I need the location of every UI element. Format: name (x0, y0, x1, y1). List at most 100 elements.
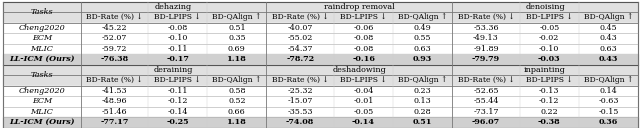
Text: -59.72: -59.72 (102, 45, 127, 53)
Text: deraining: deraining (154, 66, 193, 74)
Bar (3, 117, 638, 127)
Text: -54.37: -54.37 (287, 45, 313, 53)
Text: -0.14: -0.14 (168, 108, 188, 116)
Text: -78.72: -78.72 (286, 55, 314, 63)
Text: -0.08: -0.08 (353, 34, 374, 42)
Text: Tasks: Tasks (31, 71, 53, 79)
Text: 0.28: 0.28 (414, 108, 431, 116)
Bar (3, 54, 638, 65)
Text: ECM: ECM (32, 34, 52, 42)
Text: 0.14: 0.14 (600, 87, 618, 95)
Text: -79.79: -79.79 (472, 55, 500, 63)
Text: 0.63: 0.63 (413, 45, 431, 53)
Text: -53.36: -53.36 (473, 24, 499, 32)
Text: LL-ICM (Ours): LL-ICM (Ours) (9, 118, 75, 126)
Text: BD-LPIPS ↓: BD-LPIPS ↓ (526, 76, 573, 84)
Text: -0.05: -0.05 (353, 108, 374, 116)
Text: -0.03: -0.03 (538, 55, 561, 63)
Text: 0.51: 0.51 (228, 24, 246, 32)
Text: raindrop removal: raindrop removal (324, 3, 395, 11)
Text: BD-Rate (%) ↓: BD-Rate (%) ↓ (86, 13, 143, 21)
Text: inpainting: inpainting (524, 66, 566, 74)
Text: -48.96: -48.96 (102, 97, 127, 105)
Text: 0.43: 0.43 (599, 55, 618, 63)
Text: -52.65: -52.65 (473, 87, 499, 95)
Text: -0.11: -0.11 (168, 45, 188, 53)
Bar (3, 44, 638, 54)
Text: 0.69: 0.69 (228, 45, 246, 53)
Text: -51.46: -51.46 (102, 108, 127, 116)
Text: -0.15: -0.15 (598, 108, 619, 116)
Text: 0.13: 0.13 (413, 97, 431, 105)
Text: BD-Rate (%) ↓: BD-Rate (%) ↓ (272, 76, 328, 84)
Text: 0.93: 0.93 (413, 55, 432, 63)
Text: 1.18: 1.18 (227, 118, 246, 126)
Text: 0.52: 0.52 (228, 97, 246, 105)
Text: -0.08: -0.08 (168, 24, 188, 32)
Text: BD-Rate (%) ↓: BD-Rate (%) ↓ (458, 76, 515, 84)
Text: -0.16: -0.16 (352, 55, 375, 63)
Text: 0.36: 0.36 (599, 118, 618, 126)
Text: -0.10: -0.10 (539, 45, 559, 53)
Bar (266, 12, 452, 23)
Text: 0.43: 0.43 (600, 34, 618, 42)
Text: Tasks: Tasks (31, 8, 53, 16)
Text: -0.63: -0.63 (598, 97, 619, 105)
Bar (3, 96, 638, 106)
Text: -0.12: -0.12 (168, 97, 188, 105)
Text: Cheng2020: Cheng2020 (19, 87, 65, 95)
Text: -55.44: -55.44 (473, 97, 499, 105)
Bar (3, 23, 638, 33)
Text: -52.07: -52.07 (102, 34, 127, 42)
Text: -74.08: -74.08 (286, 118, 314, 126)
Text: -91.89: -91.89 (473, 45, 499, 53)
Text: BD-LPIPS ↓: BD-LPIPS ↓ (154, 13, 201, 21)
Text: -0.13: -0.13 (539, 87, 559, 95)
Text: -0.05: -0.05 (539, 24, 559, 32)
Text: -15.07: -15.07 (287, 97, 313, 105)
Text: LL-ICM (Ours): LL-ICM (Ours) (9, 55, 75, 63)
Text: BD-QAlign ↑: BD-QAlign ↑ (398, 13, 447, 21)
Bar (266, 65, 452, 75)
Bar (3, 106, 638, 117)
Text: -0.08: -0.08 (353, 45, 374, 53)
Bar (266, 75, 452, 86)
Text: -25.32: -25.32 (287, 87, 313, 95)
Text: 0.66: 0.66 (228, 108, 246, 116)
Text: -76.38: -76.38 (100, 55, 129, 63)
Text: BD-Rate (%) ↓: BD-Rate (%) ↓ (86, 76, 143, 84)
Text: -0.01: -0.01 (353, 97, 374, 105)
Text: -0.06: -0.06 (353, 24, 374, 32)
Bar (452, 2, 638, 12)
Text: 0.45: 0.45 (600, 24, 617, 32)
Text: -0.11: -0.11 (168, 87, 188, 95)
Text: MLIC: MLIC (31, 45, 53, 53)
Text: -0.25: -0.25 (166, 118, 189, 126)
Text: BD-QAlign ↑: BD-QAlign ↑ (212, 76, 262, 84)
Text: BD-LPIPS ↓: BD-LPIPS ↓ (340, 13, 387, 21)
Text: denoising: denoising (525, 3, 565, 11)
Text: BD-QAlign ↑: BD-QAlign ↑ (584, 76, 633, 84)
Bar (3, 2, 81, 23)
Bar (3, 33, 638, 44)
Text: Cheng2020: Cheng2020 (19, 24, 65, 32)
Text: -0.12: -0.12 (539, 97, 559, 105)
Text: -96.07: -96.07 (472, 118, 500, 126)
Text: deshadowing: deshadowing (332, 66, 386, 74)
Text: ECM: ECM (32, 97, 52, 105)
Text: 0.49: 0.49 (413, 24, 431, 32)
Text: -0.04: -0.04 (353, 87, 374, 95)
Text: BD-LPIPS ↓: BD-LPIPS ↓ (526, 13, 573, 21)
Text: BD-QAlign ↑: BD-QAlign ↑ (398, 76, 447, 84)
Text: 0.58: 0.58 (228, 87, 246, 95)
Bar (266, 2, 452, 12)
Text: -45.22: -45.22 (102, 24, 127, 32)
Bar (3, 86, 638, 96)
Text: 0.51: 0.51 (413, 118, 433, 126)
Text: MLIC: MLIC (31, 108, 53, 116)
Text: 0.35: 0.35 (228, 34, 246, 42)
Text: 0.23: 0.23 (413, 87, 431, 95)
Text: 1.18: 1.18 (227, 55, 246, 63)
Text: -77.17: -77.17 (100, 118, 129, 126)
Bar (452, 75, 638, 86)
